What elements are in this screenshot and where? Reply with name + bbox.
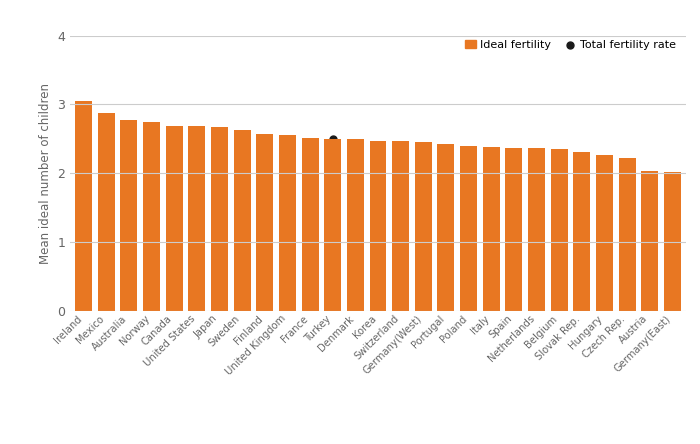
Bar [528, 148, 545, 311]
Point [282, 194, 293, 201]
Point [508, 222, 519, 230]
Bar [166, 127, 183, 311]
Point [304, 177, 316, 184]
Legend: Ideal fertility, Total fertility rate: Ideal fertility, Total fertility rate [460, 36, 680, 55]
Point [554, 192, 565, 199]
Bar [483, 147, 500, 311]
Point [214, 213, 225, 220]
Bar [279, 135, 296, 311]
Bar [302, 138, 318, 311]
Point [440, 200, 452, 207]
Point [622, 229, 633, 236]
Point [169, 205, 180, 212]
Point [191, 166, 202, 173]
Bar [596, 155, 613, 311]
Point [350, 186, 361, 193]
Bar [234, 130, 251, 311]
Bar [256, 134, 273, 311]
Bar [664, 172, 681, 311]
Point [418, 212, 429, 219]
Bar [188, 127, 205, 311]
Bar [324, 139, 341, 311]
Bar [415, 142, 432, 311]
Y-axis label: Mean ideal number of children: Mean ideal number of children [38, 83, 52, 264]
Point [327, 136, 338, 143]
Point [146, 180, 157, 187]
Bar [573, 152, 590, 311]
Bar [438, 143, 454, 311]
Point [78, 177, 89, 184]
Point [237, 201, 248, 208]
Point [531, 189, 542, 196]
Point [644, 215, 655, 222]
Point [486, 221, 497, 228]
Point [395, 204, 406, 211]
Bar [347, 139, 364, 311]
Point [259, 188, 270, 195]
Bar [641, 171, 658, 311]
Point [372, 206, 384, 213]
Bar [143, 122, 160, 311]
Point [123, 187, 134, 194]
Point [576, 218, 587, 225]
Bar [619, 158, 636, 311]
Point [667, 225, 678, 232]
Bar [75, 101, 92, 311]
Bar [370, 141, 386, 311]
Bar [392, 141, 409, 311]
Bar [460, 146, 477, 311]
Point [463, 213, 474, 220]
Bar [98, 113, 115, 311]
Bar [505, 148, 522, 311]
Point [599, 216, 610, 223]
Bar [551, 149, 568, 311]
Bar [211, 127, 228, 311]
Point [101, 142, 112, 149]
Bar [120, 120, 137, 311]
